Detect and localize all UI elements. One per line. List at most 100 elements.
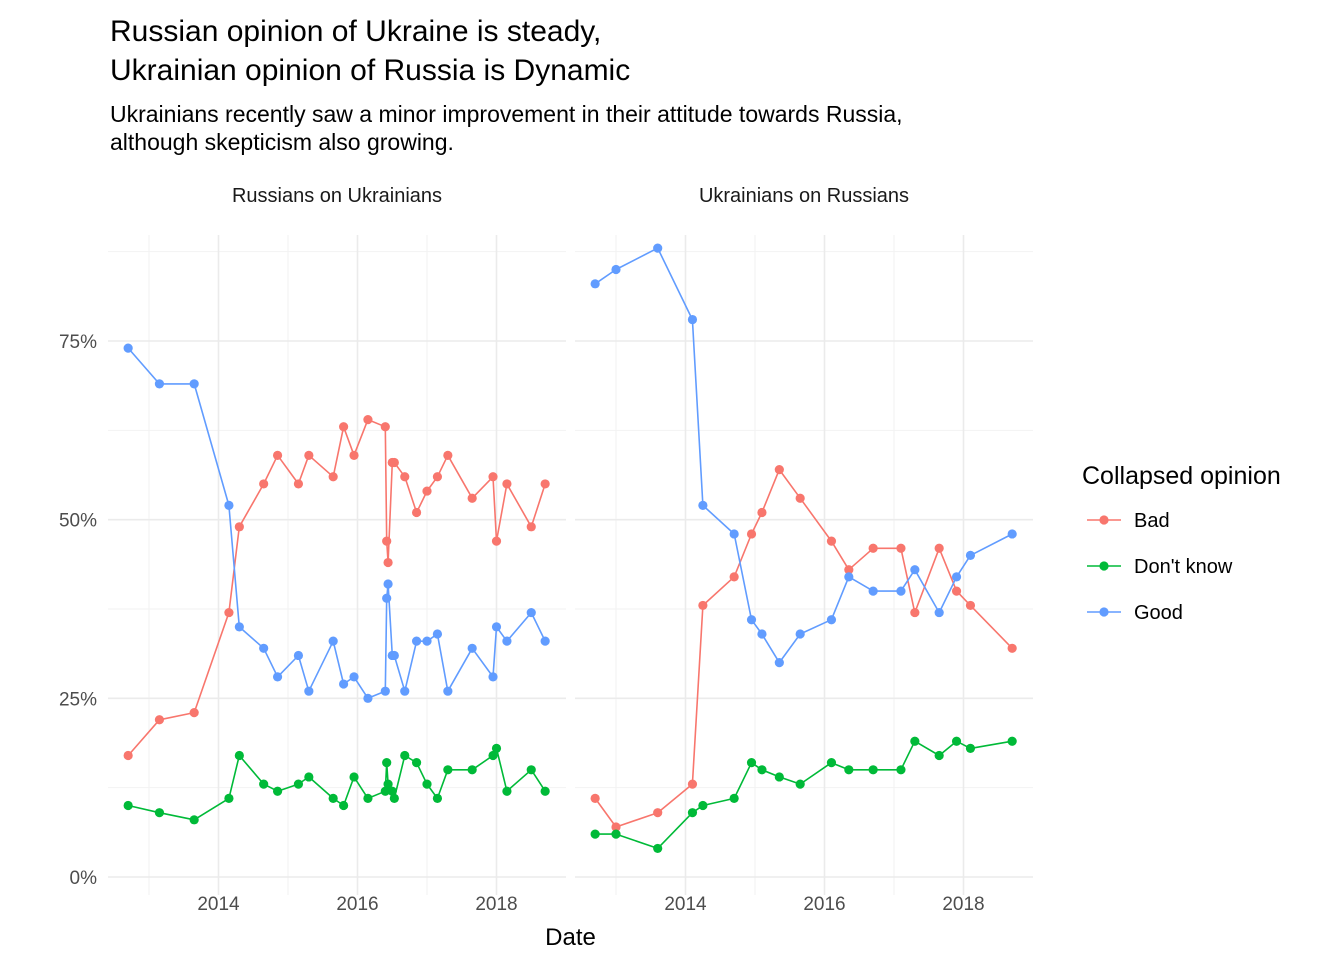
data-point	[467, 765, 477, 775]
data-point	[272, 672, 283, 682]
data-point	[910, 565, 920, 575]
panel-series	[123, 343, 550, 825]
series-line	[127, 347, 546, 700]
legend-label: Good	[1134, 602, 1183, 624]
data-point	[540, 786, 550, 796]
data-point	[795, 779, 805, 789]
data-point	[729, 572, 739, 582]
data-point	[774, 658, 784, 668]
data-point	[868, 765, 878, 775]
data-point	[896, 765, 906, 775]
chart-subtitle-line-2: although skepticism also growing.	[110, 129, 454, 155]
data-point	[826, 758, 837, 768]
x-tick-label: 2018	[475, 894, 517, 915]
x-tick-label: 2016	[803, 894, 845, 915]
data-point	[123, 800, 133, 811]
data-point	[590, 793, 600, 803]
data-point	[382, 536, 392, 546]
data-point	[951, 736, 962, 746]
data-point	[653, 843, 663, 854]
data-point	[488, 750, 498, 761]
data-point	[951, 586, 962, 596]
data-point	[432, 629, 443, 639]
data-point	[422, 486, 432, 496]
data-point	[123, 343, 133, 353]
x-tick-label: 2016	[336, 894, 378, 915]
data-point	[795, 493, 805, 503]
chart-title-line-2: Ukrainian opinion of Russia is Dynamic	[110, 54, 631, 87]
data-point	[540, 479, 550, 489]
legend-item: Good	[1087, 602, 1183, 624]
data-point	[293, 479, 304, 489]
x-axis-title: Date	[545, 924, 596, 951]
data-point	[382, 758, 392, 768]
data-point	[400, 686, 410, 696]
data-point	[443, 686, 453, 696]
data-point	[491, 622, 502, 632]
data-point	[189, 815, 199, 825]
data-point	[774, 465, 784, 475]
data-point	[328, 472, 338, 482]
data-point	[910, 607, 920, 618]
data-point	[224, 793, 234, 803]
x-tick-label: 2014	[664, 894, 707, 915]
data-point	[422, 636, 432, 646]
data-point	[540, 636, 550, 646]
legend-key-point	[1099, 515, 1109, 525]
data-point	[611, 822, 621, 832]
y-tick-label: 0%	[70, 868, 98, 889]
legend-item: Don't know	[1087, 556, 1233, 578]
data-point	[757, 765, 767, 775]
data-point	[339, 800, 349, 811]
legend-key-point	[1099, 607, 1109, 617]
data-point	[328, 636, 338, 646]
data-point	[328, 793, 338, 803]
chart-title-line-1: Russian opinion of Ukraine is steady,	[110, 15, 602, 48]
data-point	[729, 793, 739, 803]
data-point	[653, 243, 663, 253]
data-point	[189, 708, 199, 718]
data-point	[363, 693, 373, 703]
data-point	[757, 629, 767, 639]
data-point	[826, 536, 837, 546]
chart-subtitle-line-1: Ukrainians recently saw a minor improvem…	[110, 101, 903, 127]
data-point	[224, 607, 234, 618]
data-point	[1007, 529, 1017, 539]
data-point	[389, 650, 399, 661]
data-point	[491, 536, 502, 546]
legend-item: Bad	[1087, 510, 1170, 532]
data-point	[154, 808, 165, 818]
data-point	[411, 507, 422, 518]
data-point	[443, 765, 453, 775]
data-point	[934, 750, 944, 761]
data-point	[389, 793, 399, 803]
data-point	[154, 379, 165, 389]
data-point	[965, 550, 976, 561]
data-point	[304, 450, 314, 460]
data-point	[349, 672, 359, 682]
data-point	[383, 557, 393, 568]
data-point	[746, 758, 757, 768]
data-point	[868, 543, 878, 553]
data-point	[687, 808, 698, 818]
data-point	[611, 264, 621, 275]
panel-grid	[575, 235, 1033, 895]
data-point	[272, 450, 283, 460]
data-point	[653, 808, 663, 818]
panel-series	[590, 243, 1017, 854]
data-point	[293, 779, 304, 789]
series-line	[595, 740, 1013, 850]
data-point	[272, 786, 283, 796]
data-point	[934, 543, 944, 553]
data-point	[189, 379, 199, 389]
data-point	[304, 772, 314, 782]
facet-label: Ukrainians on Russians	[699, 185, 909, 207]
data-point	[896, 543, 906, 553]
data-point	[698, 800, 708, 811]
data-point	[411, 636, 422, 646]
data-point	[1007, 736, 1017, 746]
series-line	[594, 468, 1013, 828]
data-point	[844, 565, 854, 575]
data-point	[844, 765, 854, 775]
